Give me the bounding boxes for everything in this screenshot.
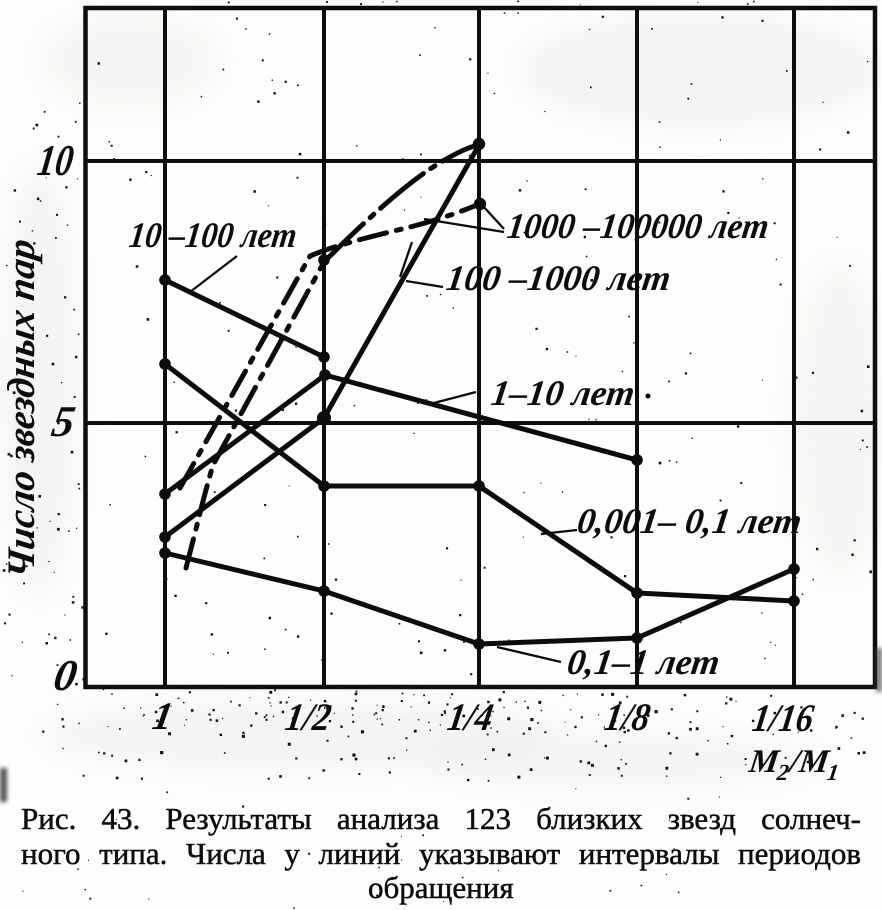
svg-text:100 –1000 лет: 100 –1000 лет: [444, 258, 673, 298]
svg-text:1–10 лет: 1–10 лет: [489, 373, 637, 413]
svg-text:1/16: 1/16: [750, 696, 818, 739]
svg-text:0,1–1 лет: 0,1–1 лет: [565, 642, 722, 682]
svg-text:0: 0: [50, 650, 81, 700]
svg-text:1000 –100000 лет: 1000 –100000 лет: [505, 206, 771, 246]
svg-text:1/2: 1/2: [283, 697, 335, 740]
svg-text:10 –100 лет: 10 –100 лет: [127, 216, 299, 255]
svg-text:0,001– 0,1 лет: 0,001– 0,1 лет: [575, 501, 804, 541]
svg-text:M2/M1: M2/M1: [745, 743, 843, 785]
svg-text:Число звездных пар: Число звездных пар: [0, 236, 43, 581]
svg-text:1/4: 1/4: [445, 697, 497, 740]
svg-text:1/8: 1/8: [602, 697, 654, 740]
svg-text:10: 10: [35, 135, 77, 184]
